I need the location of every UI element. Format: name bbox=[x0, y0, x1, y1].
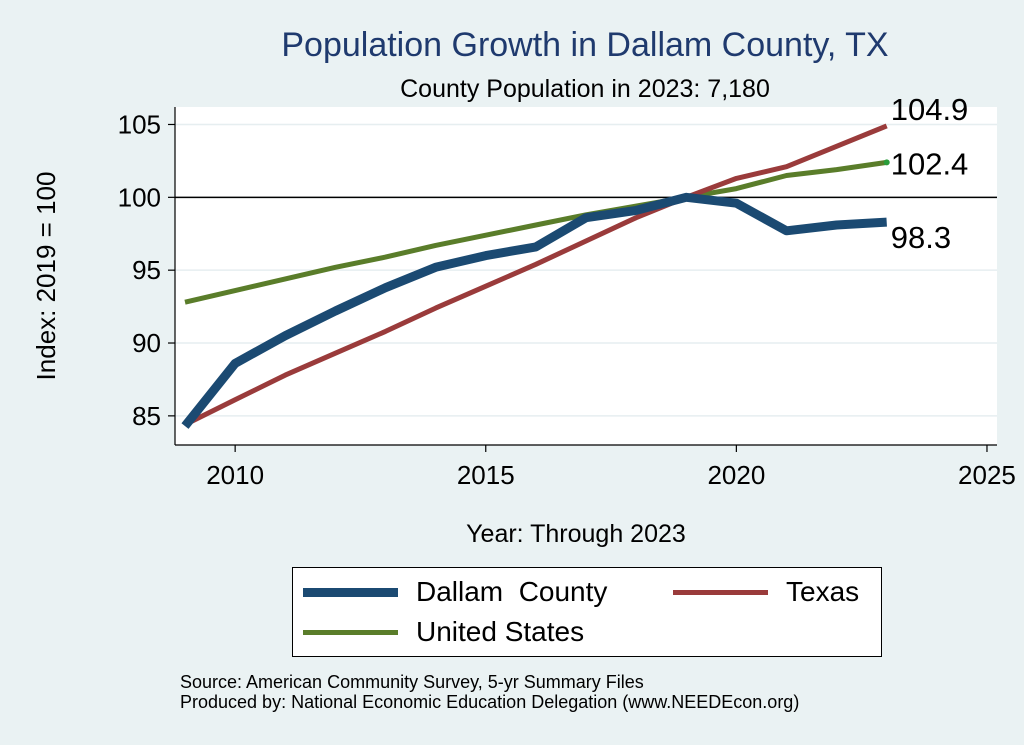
y-tick-label-105: 105 bbox=[118, 109, 161, 139]
x-tick-label-2015: 2015 bbox=[457, 460, 515, 490]
legend-item-dallam: Dallam County bbox=[303, 576, 607, 608]
y-tick-label-85: 85 bbox=[132, 401, 161, 431]
x-axis-title: Year: Through 2023 bbox=[466, 520, 686, 548]
legend-label-us: United States bbox=[416, 616, 585, 647]
source-note: Source: American Community Survey, 5-yr … bbox=[180, 672, 644, 692]
plot-area bbox=[175, 107, 997, 445]
series-line-us bbox=[184, 159, 888, 305]
end-label-texas: 104.9 bbox=[891, 92, 969, 127]
y-tick-label-90: 90 bbox=[132, 328, 161, 358]
footer: Source: American Community Survey, 5-yr … bbox=[180, 672, 799, 712]
series-endpoint-us bbox=[883, 159, 890, 166]
legend-swatch-texas bbox=[673, 589, 768, 595]
legend-item-us: United States bbox=[303, 616, 584, 648]
x-tick-label-2025: 2025 bbox=[958, 460, 1016, 490]
y-tick-label-95: 95 bbox=[132, 255, 161, 285]
series-line-dallam bbox=[181, 192, 887, 429]
chart-title: Population Growth in Dallam County, TX bbox=[281, 26, 889, 64]
x-tick-label-2010: 2010 bbox=[206, 460, 264, 490]
legend-swatch-us bbox=[303, 629, 398, 635]
legend: Dallam County Texas United States bbox=[292, 567, 882, 657]
legend-swatch-dallam bbox=[303, 587, 398, 597]
y-tick-label-100: 100 bbox=[118, 182, 161, 212]
y-axis-title: Index: 2019 = 100 bbox=[31, 172, 61, 381]
producer-note: Produced by: National Economic Education… bbox=[180, 692, 800, 712]
end-label-dallam: 98.3 bbox=[891, 220, 951, 255]
end-label-us: 102.4 bbox=[891, 146, 969, 181]
series-line-texas bbox=[183, 123, 888, 427]
chart-subtitle: County Population in 2023: 7,180 bbox=[400, 75, 770, 103]
legend-item-texas: Texas bbox=[673, 576, 859, 608]
legend-label-dallam: Dallam County bbox=[416, 576, 608, 607]
x-tick-label-2020: 2020 bbox=[707, 460, 765, 490]
legend-label-texas: Texas bbox=[786, 576, 860, 607]
